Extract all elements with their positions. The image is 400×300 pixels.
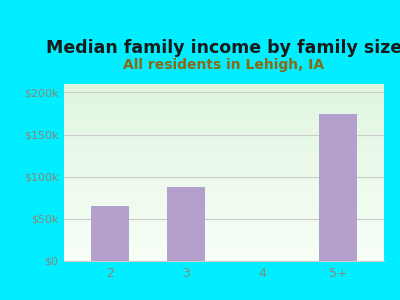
- Bar: [91, 206, 129, 261]
- Bar: [167, 187, 205, 261]
- Title: Median family income by family size: Median family income by family size: [46, 39, 400, 57]
- Bar: [319, 113, 357, 261]
- Text: All residents in Lehigh, IA: All residents in Lehigh, IA: [124, 58, 324, 72]
